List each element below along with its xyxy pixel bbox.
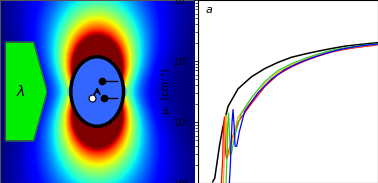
Text: λ: λ bbox=[17, 85, 25, 98]
Circle shape bbox=[119, 86, 127, 97]
Text: a: a bbox=[205, 5, 212, 16]
Y-axis label: μᵢ  (cm⁻¹): μᵢ (cm⁻¹) bbox=[161, 69, 172, 114]
Polygon shape bbox=[6, 42, 47, 141]
Circle shape bbox=[71, 57, 124, 126]
Circle shape bbox=[68, 86, 75, 97]
